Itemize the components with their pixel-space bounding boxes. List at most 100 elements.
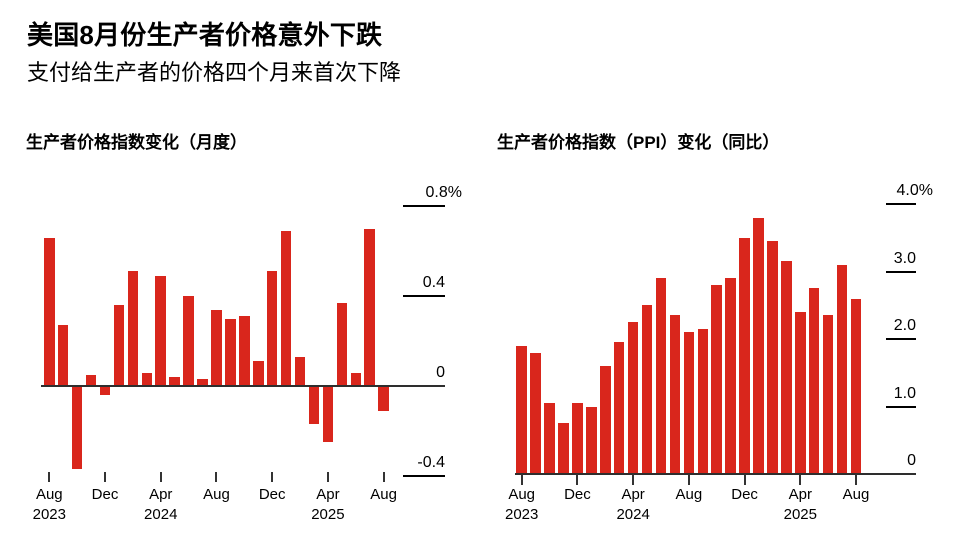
x-tick-label-Dec-4: Dec: [91, 486, 119, 503]
x-tick-mark-Apr2025: [799, 474, 802, 485]
x-tick-mark-Apr2024: [632, 474, 635, 485]
bar-Feb-2025: [294, 356, 306, 386]
x-tick-label-Apr-20: Apr: [316, 486, 340, 503]
y-tick-mark--0.4: [403, 475, 445, 477]
x-year-label-2023: 2023: [32, 506, 66, 523]
chart-ppi-yoy: 生产者价格指数（PPI）变化（同比） 4.0% 3.0 2.0 1.0 0 Aug 2023…: [478, 122, 957, 543]
bar-Dec-2023: [572, 403, 583, 474]
plot-area-monthly: 0.8% 0.4 0 -0.4 Aug 2023 Dec Apr 2024 Aug Dec Apr 20…: [0, 122, 478, 543]
bar-Aug-2023: [516, 345, 527, 474]
plot-area-yoy: 4.0% 3.0 2.0 1.0 0 Aug 2023 Dec Apr 2024 Aug Dec Apr…: [478, 122, 957, 543]
bar-Aug-2025: [378, 386, 389, 411]
x-year-label-2025: 2025: [311, 506, 345, 523]
bar-Feb-2024: [600, 366, 611, 474]
bar-Feb-2025: [767, 241, 778, 474]
x-tick-mark-Apr2024: [159, 472, 162, 482]
x-axis-line: [41, 385, 445, 387]
y-tick-label-3.0: 3.0: [893, 249, 916, 267]
x-tick-label-Aug-0: Aug: [35, 486, 63, 503]
x-tick-label-Dec-4: Dec: [564, 486, 591, 503]
bar-May-2025: [808, 288, 820, 474]
x-tick-mark-Dec: [743, 474, 746, 485]
bar-Dec-2023: [99, 386, 111, 395]
y-tick-label-2.0: 2.0: [893, 317, 916, 334]
y-tick-label-0: 0: [436, 364, 445, 381]
bar-Jun-2024: [183, 296, 194, 386]
bar-Jun-2024: [655, 278, 667, 474]
chart-ppi-monthly: 生产者价格指数变化（月度） 0.8% 0.4 0 -0.4 Aug 2023 Dec Apr 2…: [0, 122, 478, 543]
bar-Sep-2023: [57, 325, 69, 386]
bar-Nov-2023: [558, 423, 569, 474]
bar-Nov-2024: [725, 278, 736, 474]
x-year-label-2023: 2023: [505, 506, 539, 523]
bar-Apr-2024: [155, 275, 166, 386]
y-tick-label-1.0: 1.0: [893, 384, 916, 402]
page-title: 美国8月份生产者价格意外下跌: [27, 20, 383, 50]
x-tick-label-Aug-12: Aug: [203, 486, 230, 503]
x-tick-mark-Aug2023: [48, 472, 51, 482]
bar-May-2024: [641, 305, 653, 474]
bar-Oct-2023: [544, 403, 555, 474]
bar-Jul-2025: [836, 264, 848, 474]
bar-Nov-2024: [253, 361, 264, 386]
x-year-label-2025: 2025: [783, 506, 817, 523]
bar-Oct-2024: [239, 316, 250, 386]
y-tick-label-0.4: 0.4: [422, 274, 445, 291]
bar-Feb-2024: [127, 271, 139, 386]
x-tick-label-Aug-12: Aug: [675, 486, 703, 503]
chart-title-yoy: 生产者价格指数（PPI）变化（同比）: [497, 133, 780, 152]
bar-Dec-2024: [266, 271, 278, 386]
x-year-label-2024: 2024: [144, 506, 178, 523]
bar-Mar-2025: [308, 386, 320, 425]
x-tick-mark-Aug: [215, 472, 218, 482]
y-tick-mark-3.0: [886, 270, 916, 273]
y-tick-mark-0.4: [403, 295, 445, 297]
x-tick-label-Apr-8: Apr: [149, 486, 173, 503]
y-tick-label-0.8: 0.8%: [425, 184, 462, 201]
bar-Mar-2024: [613, 342, 625, 474]
bar-Jul-2024: [669, 315, 681, 474]
bar-Apr-2024: [627, 322, 639, 474]
bar-Jun-2025: [822, 315, 834, 474]
x-tick-mark-Dec: [104, 472, 107, 482]
x-tick-label-Aug-24: Aug: [842, 486, 870, 503]
y-tick-label-0: 0: [907, 452, 916, 469]
x-tick-label-Apr-20: Apr: [788, 486, 812, 503]
x-tick-mark-Dec: [576, 474, 579, 485]
x-tick-label-Aug-0: Aug: [508, 486, 536, 503]
bar-Mar-2025: [781, 261, 792, 474]
bar-Oct-2023: [71, 386, 83, 470]
bar-Aug-2023: [44, 237, 55, 386]
bar-Jan-2024: [113, 305, 125, 386]
x-tick-label-Dec-16: Dec: [731, 486, 758, 503]
x-tick-label-Aug-24: Aug: [370, 486, 397, 503]
chart-title-monthly: 生产者价格指数变化（月度）: [26, 133, 247, 152]
x-axis-line: [515, 473, 916, 475]
bar-May-2025: [336, 302, 348, 386]
y-tick-mark-0.8: [403, 205, 445, 207]
x-tick-mark-Aug: [855, 474, 858, 485]
page-subtitle: 支付给生产者的价格四个月来首次下降: [27, 60, 402, 85]
x-tick-mark-Dec: [271, 472, 274, 482]
bar-Apr-2025: [322, 386, 334, 443]
y-tick-mark-1.0: [886, 405, 916, 408]
x-tick-mark-Apr2025: [326, 472, 329, 482]
x-year-label-2024: 2024: [616, 506, 650, 523]
bar-Aug-2024: [683, 332, 695, 474]
bar-Jul-2025: [364, 228, 375, 386]
y-tick-mark-4.0: [886, 203, 916, 205]
x-tick-mark-Aug: [382, 472, 385, 482]
bar-Jul-2024: [197, 379, 208, 386]
bar-Apr-2025: [795, 312, 806, 474]
bar-Jun-2025: [350, 372, 361, 386]
x-tick-mark-Aug2023: [520, 474, 523, 485]
x-tick-mark-Aug: [687, 474, 690, 485]
bar-Aug-2025: [850, 298, 862, 474]
bar-May-2024: [169, 377, 180, 386]
bar-Jan-2024: [586, 406, 597, 474]
bar-Nov-2023: [85, 374, 97, 386]
bar-Mar-2024: [141, 372, 153, 386]
y-tick-mark-2.0: [886, 338, 916, 340]
bar-Oct-2024: [711, 285, 722, 474]
